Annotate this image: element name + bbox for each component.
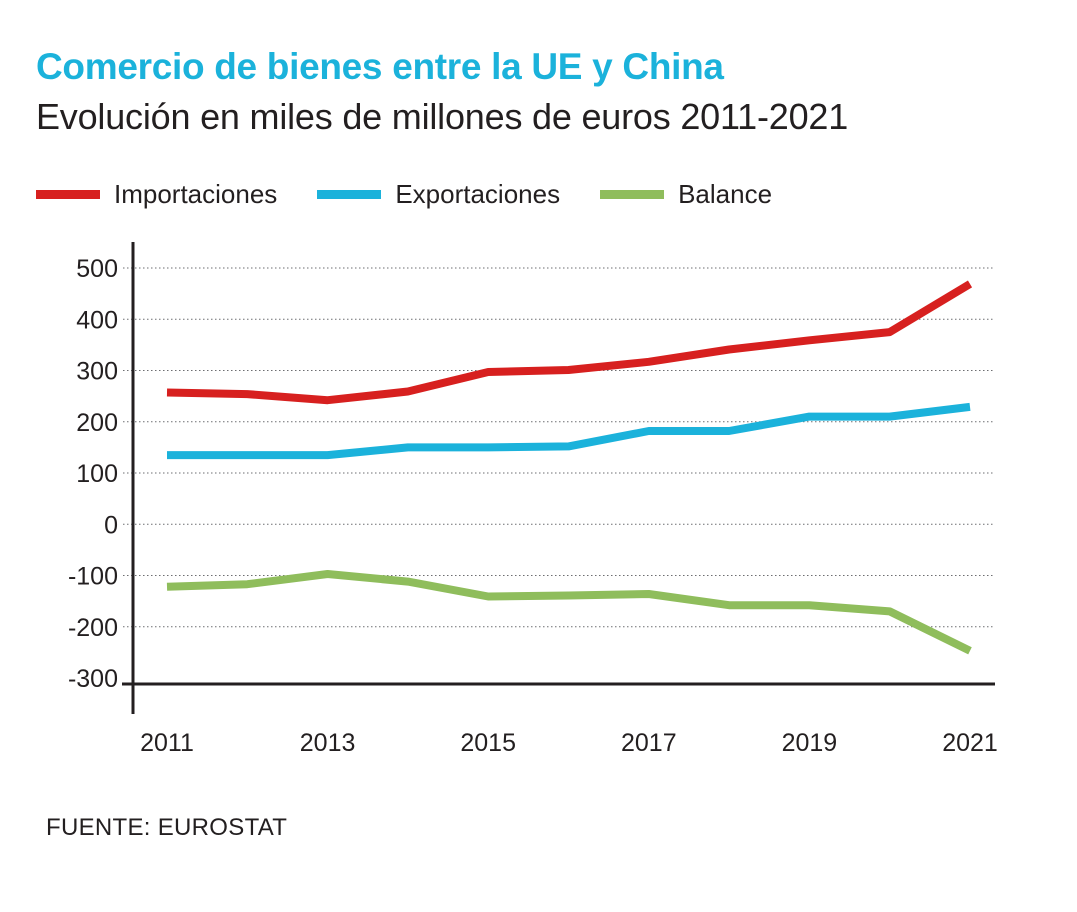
legend-swatch-importaciones xyxy=(36,189,100,199)
legend-label-balance: Balance xyxy=(678,178,773,209)
legend-label-importaciones: Importaciones xyxy=(114,178,278,209)
legend-swatch-balance xyxy=(600,189,665,199)
series-line-exportaciones xyxy=(167,402,971,460)
y-tick-label: 300 xyxy=(76,358,118,386)
x-tick-label: 2013 xyxy=(300,729,356,757)
source-note: FUENTE: EUROSTAT xyxy=(46,814,288,841)
legend-item-importaciones: Importaciones xyxy=(36,179,277,210)
series-line-importaciones xyxy=(166,280,973,405)
x-tick-label: 2011 xyxy=(140,729,194,757)
x-tick-label: 2019 xyxy=(782,729,838,757)
series-line-balance xyxy=(166,570,972,655)
y-tick-label: -200 xyxy=(68,614,118,642)
y-tick-label: -300 xyxy=(68,665,118,693)
y-tick-label: -100 xyxy=(68,563,118,591)
legend-label-exportaciones: Exportaciones xyxy=(395,178,561,209)
legend-item-exportaciones: Exportaciones xyxy=(317,179,560,210)
chart-title: Comercio de bienes entre la UE y China xyxy=(36,46,724,87)
legend-item-balance: Balance xyxy=(600,179,772,210)
x-tick-label: 2015 xyxy=(460,729,516,757)
legend: Importaciones Exportaciones Balance xyxy=(36,174,812,214)
legend-swatch-exportaciones xyxy=(317,189,382,199)
x-tick-label: 2021 xyxy=(942,729,998,757)
y-tick-label: 200 xyxy=(76,409,118,437)
y-tick-label: 0 xyxy=(104,511,118,539)
chart-subtitle: Evolución en miles de millones de euros … xyxy=(36,96,849,137)
y-tick-label: 400 xyxy=(76,306,118,334)
x-tick-label: 2017 xyxy=(621,729,677,757)
y-tick-label: 100 xyxy=(76,460,118,488)
y-tick-label: 500 xyxy=(76,255,118,283)
